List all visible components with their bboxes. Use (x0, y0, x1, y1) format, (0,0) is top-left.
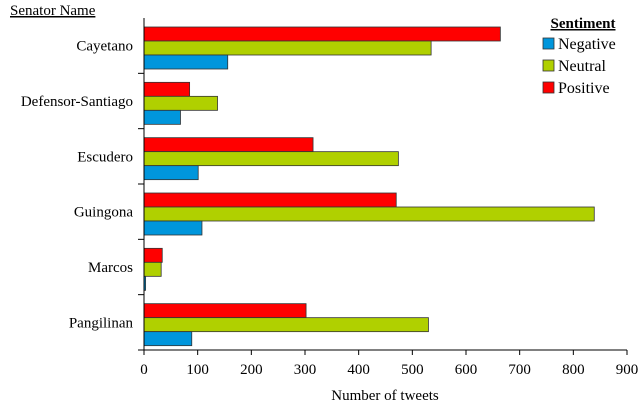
legend-entry: Positive (558, 80, 610, 97)
bar-neutral-3 (143, 206, 595, 222)
bar-negative-3 (143, 220, 203, 236)
legend-title: Sentiment (551, 16, 616, 32)
bar-positive-4 (143, 247, 163, 263)
category-label: Cayetano (76, 39, 133, 55)
x-tick-label: 400 (347, 362, 370, 378)
bar-neutral-1 (143, 95, 218, 111)
x-tick-label: 700 (508, 362, 531, 378)
legend-swatch-positive (542, 81, 555, 94)
x-axis-title: Number of tweets (331, 388, 439, 404)
legend-entry: Neutral (558, 58, 607, 75)
x-tick-label: 800 (562, 362, 585, 378)
x-tick-label: 300 (294, 362, 317, 378)
legend-swatch-neutral (542, 59, 555, 72)
bar-positive-3 (143, 192, 397, 208)
category-label: Escudero (77, 149, 133, 165)
bar-positive-0 (143, 26, 501, 42)
bar-positive-1 (143, 81, 191, 97)
x-tick-label: 200 (240, 362, 263, 378)
bar-negative-0 (143, 54, 229, 70)
x-tick-label: 0 (140, 362, 148, 378)
y-axis-title: Senator Name (10, 3, 96, 19)
x-tick-label: 500 (401, 362, 424, 378)
bar-neutral-2 (143, 151, 399, 167)
bar-neutral-0 (143, 40, 432, 56)
legend: Sentiment (551, 16, 616, 32)
bar-positive-5 (143, 303, 307, 319)
bar-negative-5 (143, 331, 193, 347)
bar-neutral-4 (143, 261, 162, 277)
bar-negative-2 (143, 165, 199, 181)
bar-positive-2 (143, 137, 314, 153)
bar-neutral-5 (143, 317, 429, 333)
category-label: Marcos (88, 260, 133, 276)
legend-entry: Negative (558, 36, 616, 53)
category-label: Guingona (74, 205, 134, 221)
x-tick-label: 900 (616, 362, 639, 378)
category-label: Pangilinan (69, 315, 134, 331)
legend-swatch-negative (542, 37, 555, 50)
x-tick-label: 100 (186, 362, 209, 378)
x-tick-label: 600 (455, 362, 478, 378)
bar-negative-1 (143, 109, 181, 125)
category-label: Defensor-Santiago (21, 94, 133, 110)
